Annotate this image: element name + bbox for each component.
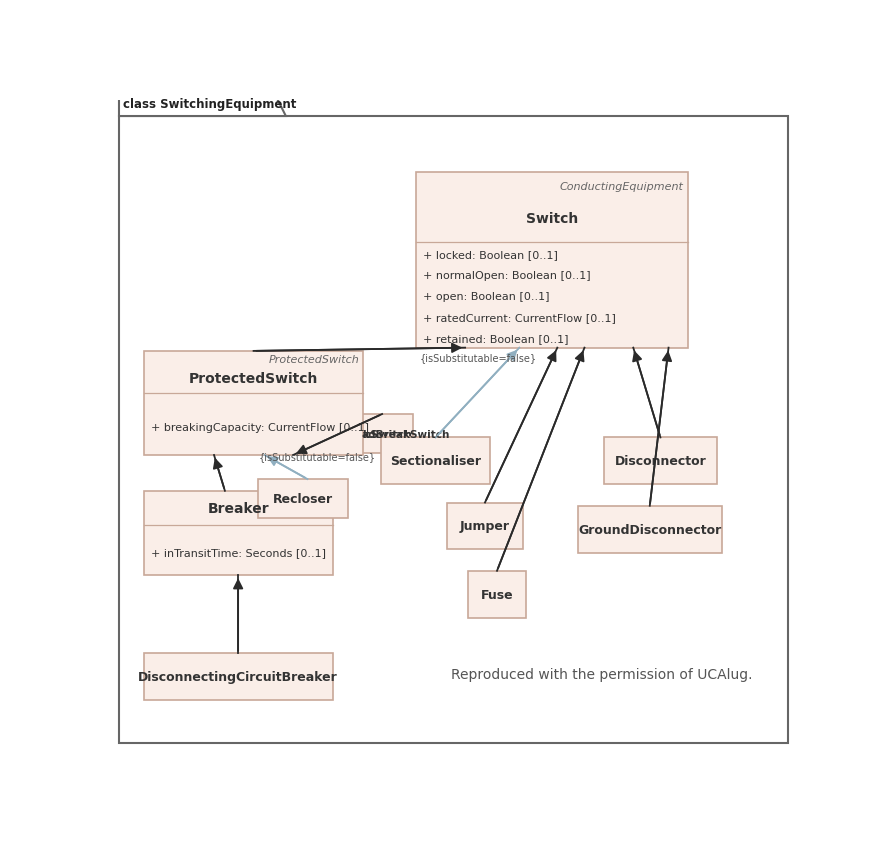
Text: {isSubstitutable=false}: {isSubstitutable=false} xyxy=(420,353,537,363)
Text: + breakingCapacity: CurrentFlow [0..1]: + breakingCapacity: CurrentFlow [0..1] xyxy=(151,422,369,432)
Bar xyxy=(416,173,688,349)
Polygon shape xyxy=(119,92,286,116)
Bar xyxy=(303,414,413,453)
Text: ConductingEquipment: ConductingEquipment xyxy=(560,181,683,192)
Text: + ratedCurrent: CurrentFlow [0..1]: + ratedCurrent: CurrentFlow [0..1] xyxy=(424,313,616,322)
Text: Fuse: Fuse xyxy=(481,588,513,601)
Text: + inTransitTime: Seconds [0..1]: + inTransitTime: Seconds [0..1] xyxy=(151,548,325,558)
Text: class SwitchingEquipment: class SwitchingEquipment xyxy=(123,98,297,111)
Bar xyxy=(259,479,347,518)
Bar xyxy=(578,506,722,553)
Bar xyxy=(468,571,526,618)
Text: LoadBreakSwitch: LoadBreakSwitch xyxy=(304,429,412,439)
Text: Disconnector: Disconnector xyxy=(615,455,706,468)
Bar xyxy=(447,503,523,549)
Text: {isSubstitutable=false}: {isSubstitutable=false} xyxy=(259,452,376,461)
Text: ProtectedSwitch: ProtectedSwitch xyxy=(268,354,360,365)
Text: ProtectedSwitch: ProtectedSwitch xyxy=(189,371,318,386)
Bar xyxy=(144,351,363,456)
Text: + open: Boolean [0..1]: + open: Boolean [0..1] xyxy=(424,292,549,301)
Text: Sectionaliser: Sectionaliser xyxy=(390,455,481,468)
Text: Switch: Switch xyxy=(525,211,578,225)
Text: + locked: Boolean [0..1]: + locked: Boolean [0..1] xyxy=(424,250,558,259)
Text: + retained: Boolean [0..1]: + retained: Boolean [0..1] xyxy=(424,333,569,344)
Bar xyxy=(381,438,491,484)
Text: Recloser: Recloser xyxy=(273,493,333,506)
Bar xyxy=(144,491,332,576)
Text: Breaker: Breaker xyxy=(207,501,269,515)
Bar xyxy=(603,438,717,484)
Text: GroundDisconnector: GroundDisconnector xyxy=(579,523,721,536)
Text: adBreakSwitch: adBreakSwitch xyxy=(361,429,450,439)
Bar xyxy=(144,653,332,701)
Text: DisconnectingCircuitBreaker: DisconnectingCircuitBreaker xyxy=(138,671,338,684)
Text: Jumper: Jumper xyxy=(460,520,510,533)
Text: + normalOpen: Boolean [0..1]: + normalOpen: Boolean [0..1] xyxy=(424,271,591,280)
Text: Reproduced with the permission of UCAlug.: Reproduced with the permission of UCAlug… xyxy=(451,668,752,681)
